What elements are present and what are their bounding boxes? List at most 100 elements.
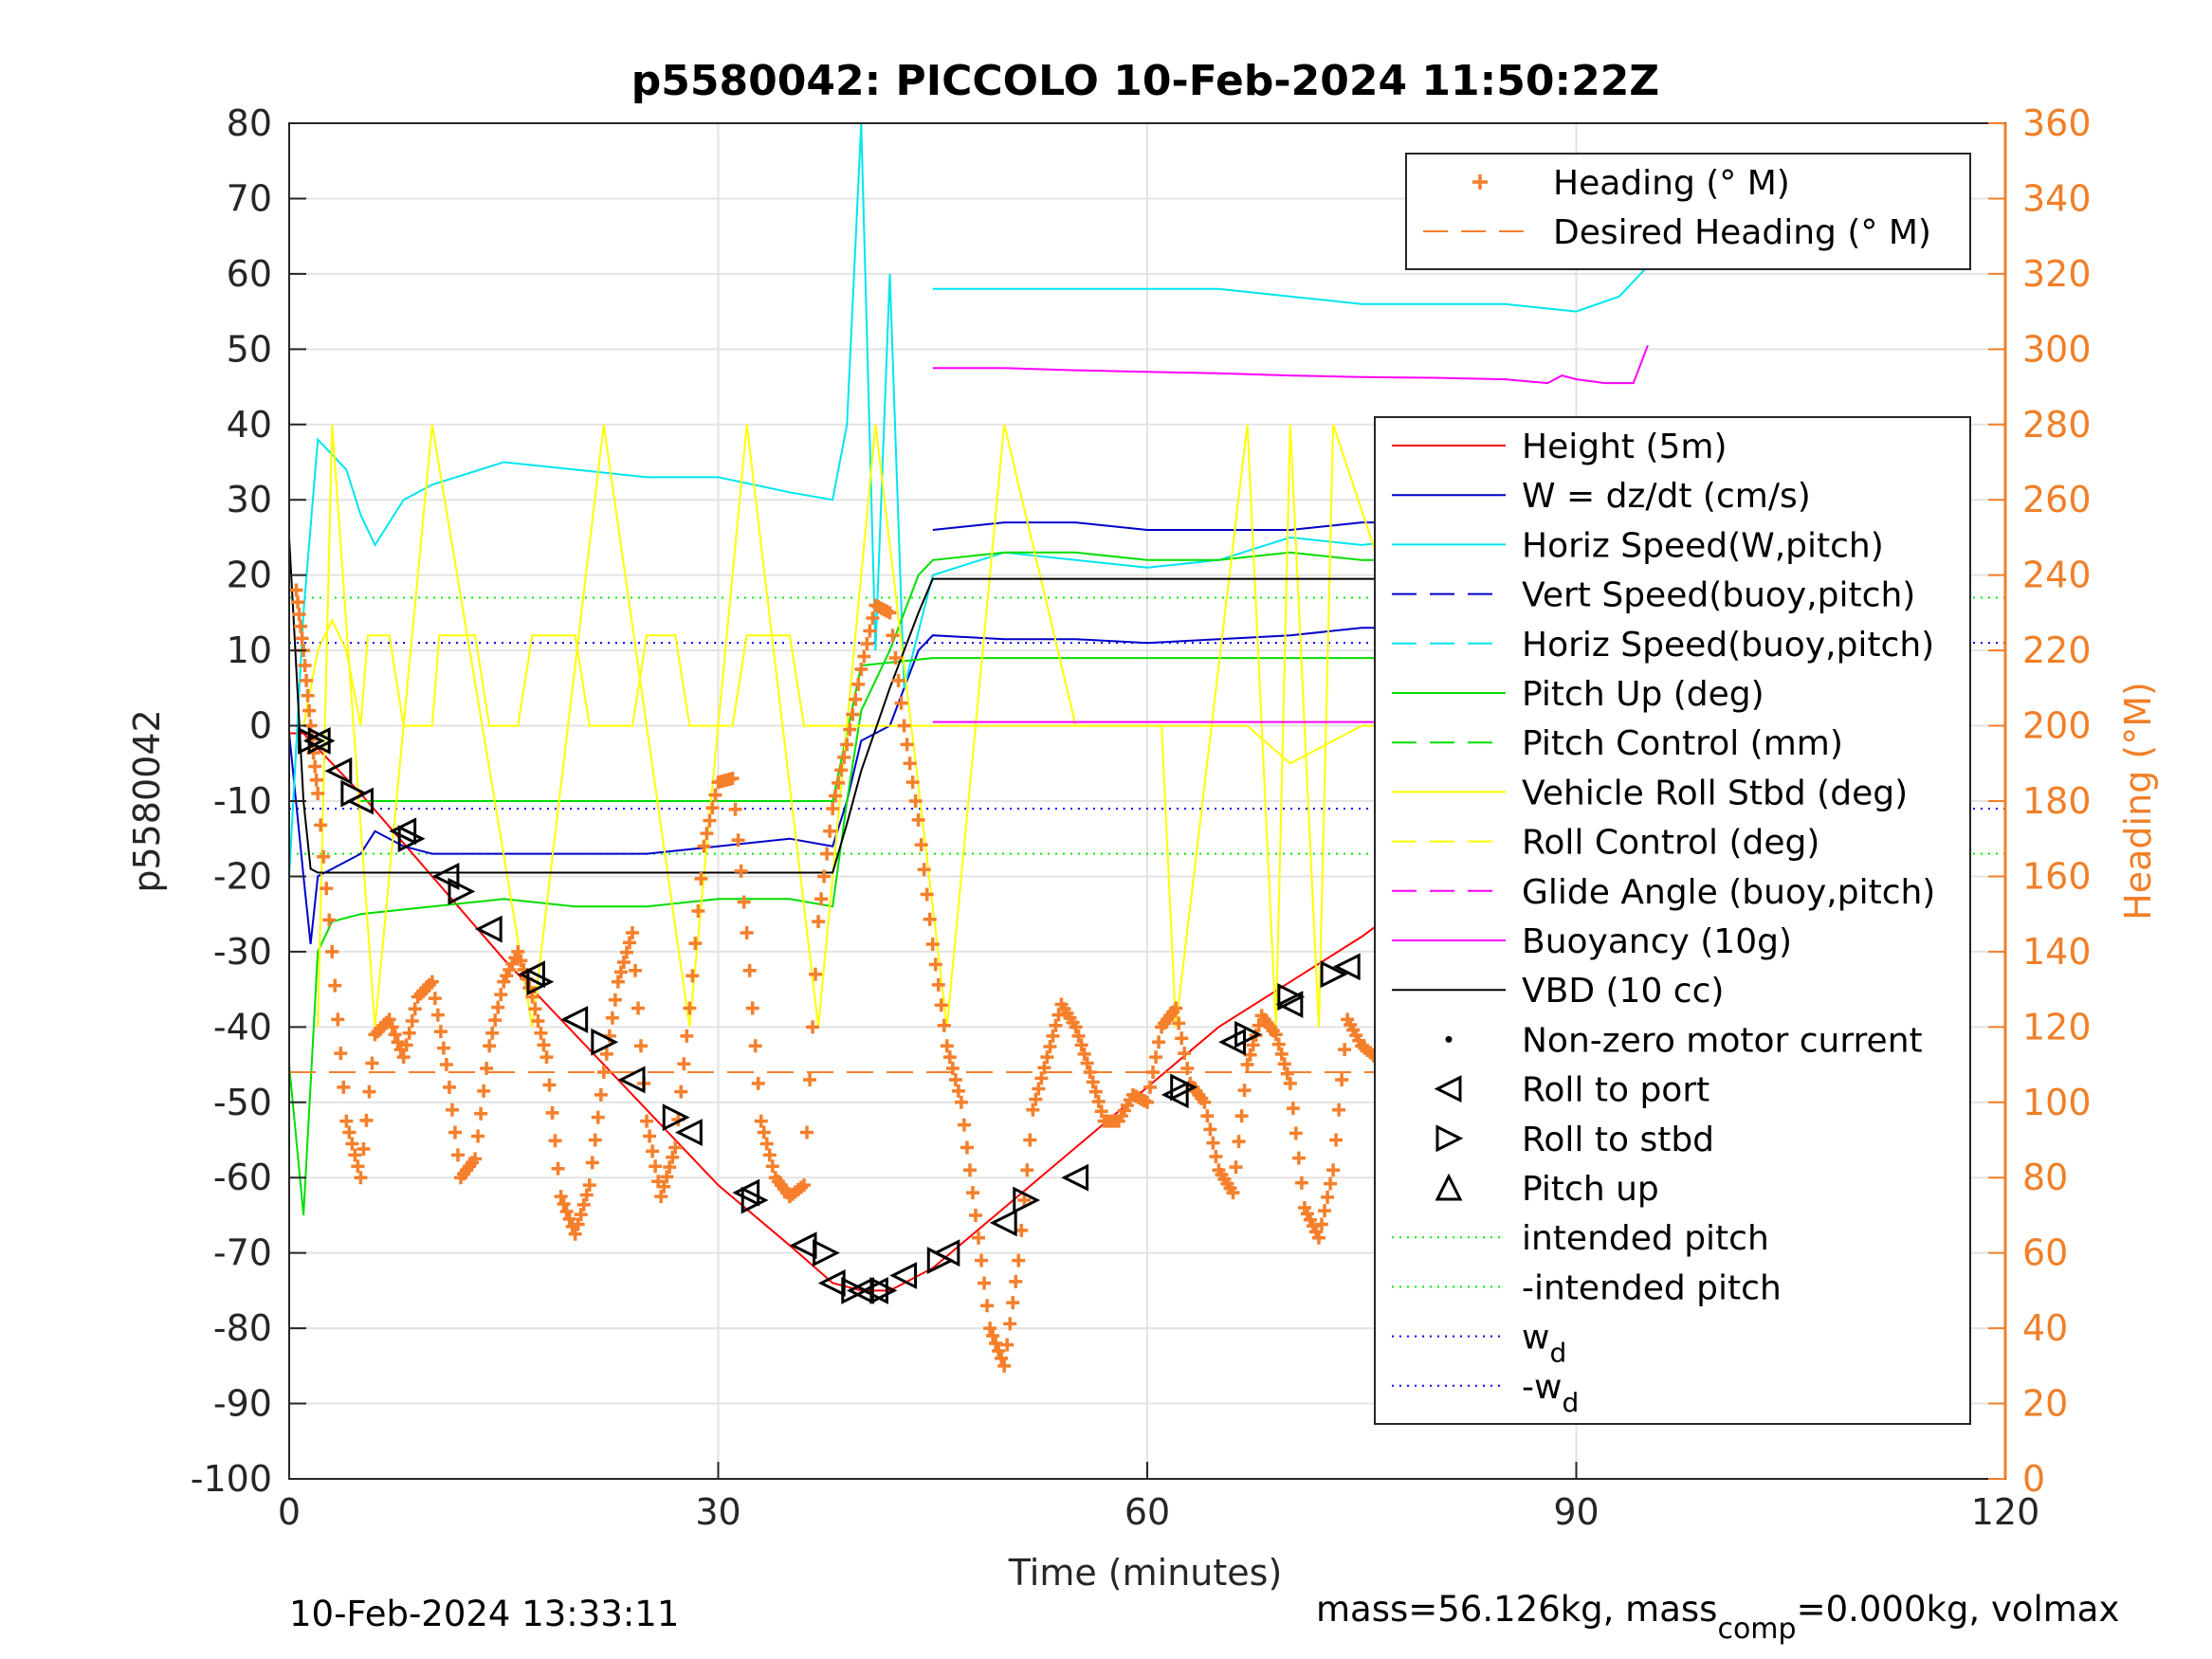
heading-point — [531, 1013, 545, 1028]
heading-point — [1229, 1160, 1243, 1175]
legend-entry: intended pitch — [1392, 1219, 1769, 1258]
heading-point — [860, 636, 874, 650]
legend-entry: wd — [1392, 1319, 1566, 1369]
heading-point — [851, 677, 866, 691]
legend-entry: Horiz Speed(buoy,pitch) — [1392, 626, 1934, 665]
roll-to-stbd-marker — [1234, 1020, 1262, 1048]
y-right-tick-label: 100 — [2022, 1082, 2092, 1123]
y-axis-right-label: Heading (°M) — [2117, 682, 2159, 921]
heading-point — [1149, 1050, 1163, 1065]
legend-label-text: Pitch Control (mm) — [1522, 724, 1843, 763]
heading-point — [980, 1299, 995, 1313]
legend-symbol — [1435, 1124, 1464, 1153]
heading-point — [1271, 1037, 1286, 1051]
x-tick-label: 90 — [1553, 1491, 1599, 1533]
legend-label-text: Buoyancy (10g) — [1522, 922, 1792, 961]
heading-point — [1077, 1047, 1091, 1061]
y-tick-label: -10 — [213, 780, 272, 822]
heading-point — [995, 1351, 1009, 1365]
y-tick-label: -70 — [213, 1232, 272, 1274]
heading-point — [925, 937, 940, 951]
heading-point — [751, 1076, 765, 1090]
legend-label-text: Pitch Up (deg) — [1522, 675, 1764, 714]
legend-box — [1405, 153, 1971, 270]
y-tick-label: 70 — [227, 177, 272, 219]
legend-entry: Height (5m) — [1392, 428, 1728, 466]
legend-label-text: Desired Heading (° M) — [1553, 213, 1931, 252]
heading-point — [302, 703, 317, 718]
legend-entry: Vert Speed(buoy,pitch) — [1392, 576, 1915, 615]
roll-to-port-marker — [889, 1262, 918, 1289]
legend-entry: VBD (10 cc) — [1392, 972, 1724, 1011]
heading-point — [668, 1140, 683, 1155]
legend-entry: Non-zero motor current — [1445, 1021, 1923, 1060]
heading-point — [488, 1013, 503, 1028]
heading-point — [863, 624, 877, 638]
heading-point — [957, 1118, 971, 1132]
heading-point — [365, 1056, 379, 1070]
heading-point — [905, 775, 920, 790]
heading-point — [289, 583, 303, 597]
y-tick-label: -50 — [213, 1082, 272, 1123]
heading-point — [622, 936, 636, 950]
heading-point — [1091, 1094, 1106, 1108]
y-right-tick-label: 320 — [2022, 253, 2092, 295]
footer-timestamp: 10-Feb-2024 13:33:11 — [289, 1594, 679, 1634]
heading-point — [972, 1231, 986, 1245]
heading-point — [965, 1186, 979, 1200]
heading-point — [591, 1110, 605, 1124]
heading-point — [1175, 1031, 1189, 1046]
legend-entry-label: Vert Speed(buoy,pitch) — [1522, 576, 1915, 615]
legend-symbol — [1435, 1173, 1463, 1201]
heading-point — [849, 692, 863, 706]
heading-point — [742, 963, 757, 977]
x-tick-label: 60 — [1124, 1491, 1170, 1533]
heading-point — [705, 801, 720, 815]
y-tick-label: -60 — [213, 1157, 272, 1198]
heading-point — [734, 864, 748, 878]
heading-point — [320, 882, 334, 896]
heading-point — [857, 649, 871, 664]
heading-point — [1321, 1190, 1335, 1204]
roll-to-stbd-marker — [926, 1247, 955, 1275]
heading-point — [903, 757, 917, 771]
series-buoyancy-10g — [932, 345, 1649, 385]
roll-to-stbd-marker — [397, 825, 426, 853]
heading-point — [1029, 1092, 1043, 1106]
legend-entry: -wd — [1392, 1368, 1579, 1418]
heading-point — [1074, 1038, 1088, 1052]
heading-point — [960, 1140, 974, 1155]
heading-point — [1338, 1043, 1352, 1057]
heading-point — [448, 1125, 462, 1139]
heading-point — [1203, 1122, 1217, 1137]
y-tick-label: 40 — [227, 404, 272, 446]
heading-point — [677, 1057, 691, 1071]
legend-label-text: -intended pitch — [1522, 1268, 1782, 1307]
heading-point — [840, 738, 854, 752]
heading-point — [894, 696, 908, 710]
heading-point — [640, 1114, 654, 1128]
heading-point — [1280, 1066, 1294, 1081]
heading-point — [574, 1208, 588, 1222]
heading-point — [439, 1058, 453, 1072]
legend-entry-label: Desired Heading (° M) — [1553, 213, 1931, 252]
heading-point — [588, 1133, 602, 1147]
heading-point — [803, 1072, 817, 1086]
heading-point — [477, 1084, 491, 1098]
y-right-tick-label: 0 — [2022, 1458, 2045, 1500]
heading-point — [1335, 1072, 1349, 1086]
legend-label-text: Pitch up — [1522, 1170, 1659, 1209]
heading-point — [759, 1137, 774, 1151]
legend-label-text: Roll to stbd — [1522, 1121, 1714, 1159]
legend-entry-label: Height (5m) — [1522, 428, 1728, 466]
heading-point — [969, 1208, 982, 1222]
heading-point — [1269, 1028, 1283, 1042]
heading-point — [737, 895, 751, 909]
heading-point — [528, 1002, 542, 1016]
y-right-tick-label: 200 — [2022, 705, 2092, 747]
heading-point — [1094, 1104, 1108, 1119]
legend-label-text: Glide Angle (buoy,pitch) — [1522, 873, 1935, 912]
heading-point — [646, 1144, 660, 1158]
heading-point — [1009, 1274, 1023, 1288]
heading-point — [800, 1125, 814, 1139]
